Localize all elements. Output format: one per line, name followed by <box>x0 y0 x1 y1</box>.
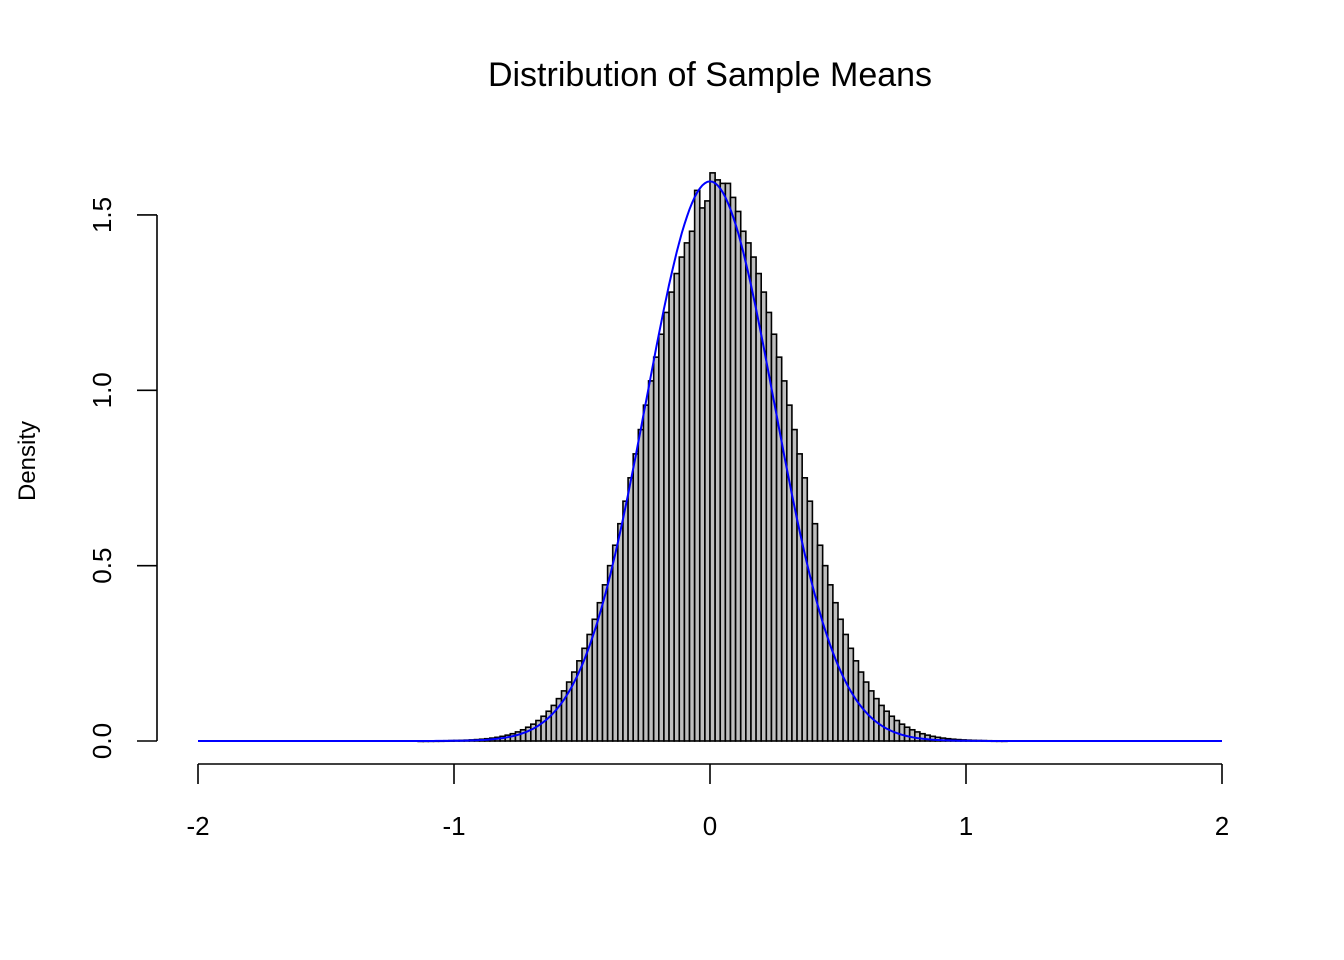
y-tick-label: 0.5 <box>87 548 117 584</box>
histogram-bars <box>417 172 1008 743</box>
x-tick-label: 1 <box>959 811 973 841</box>
density-curve <box>198 180 1222 742</box>
x-tick-label: 0 <box>703 811 717 841</box>
x-tick-label: -2 <box>186 811 209 841</box>
x-axis: -2 -1 0 1 2 <box>186 763 1229 841</box>
y-tick-label: 1.0 <box>87 372 117 408</box>
y-axis: 0.0 0.5 1.0 1.5 <box>87 197 158 759</box>
chart-title: Distribution of Sample Means <box>487 56 933 94</box>
y-tick-label: 1.5 <box>87 197 117 233</box>
x-tick-label: -1 <box>442 811 465 841</box>
y-tick-label: 0.0 <box>87 723 117 759</box>
y-axis-label: Density <box>14 421 41 501</box>
x-tick-label: 2 <box>1215 811 1229 841</box>
